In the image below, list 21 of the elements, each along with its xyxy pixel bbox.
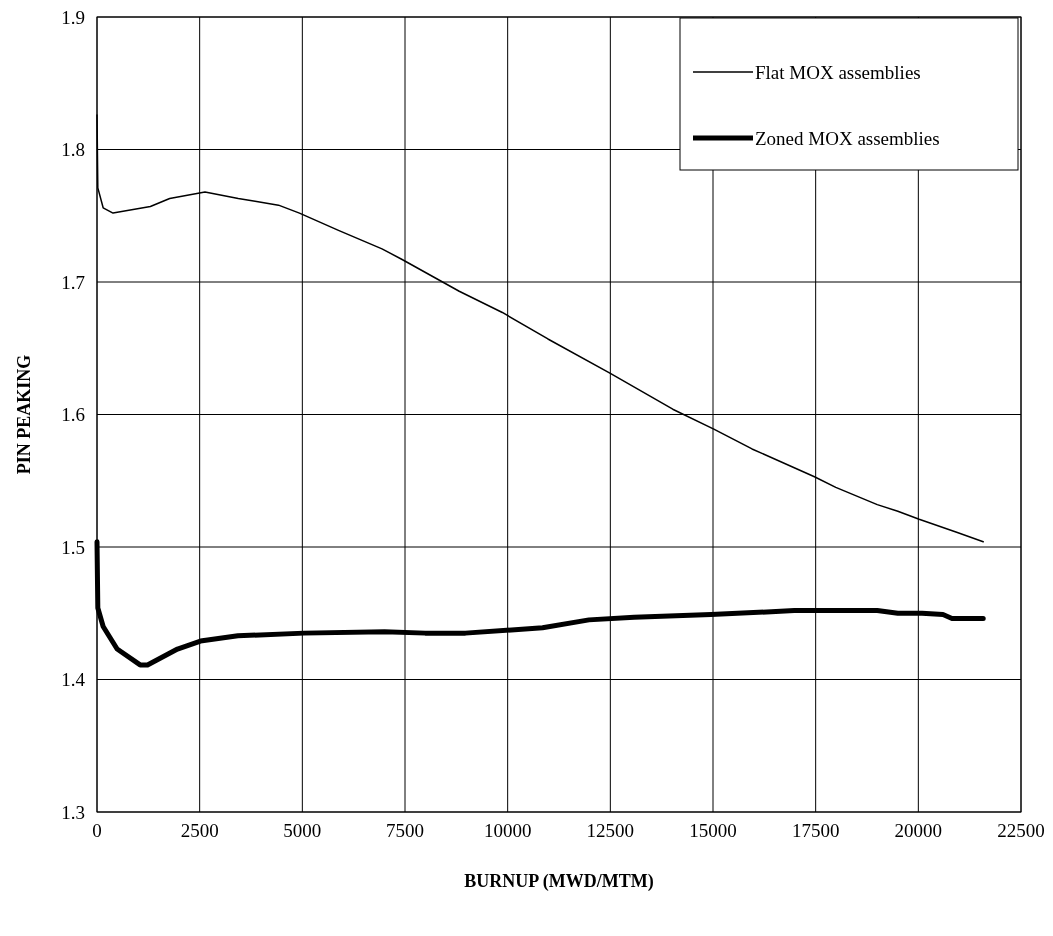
- x-tick-label: 2500: [180, 820, 219, 841]
- x-tick-label: 7500: [386, 820, 424, 841]
- x-tick-label: 17500: [791, 820, 840, 841]
- x-tick-label: 20000: [894, 820, 943, 841]
- y-tick-label: 1.6: [61, 404, 85, 425]
- x-tick-label: 15000: [689, 820, 737, 841]
- y-tick-label: 1.7: [61, 271, 85, 293]
- x-tick-label: 10000: [483, 820, 532, 841]
- legend-label: Flat MOX assemblies: [755, 61, 921, 83]
- x-tick-label: 0: [92, 820, 102, 841]
- y-tick-label: 1.4: [61, 669, 86, 690]
- x-axis-title: BURNUP (MWD/MTM): [464, 871, 654, 892]
- y-axis-title: PIN PEAKING: [14, 354, 34, 475]
- x-tick-label: 5000: [283, 820, 322, 841]
- y-tick-label: 1.9: [61, 6, 85, 28]
- y-tick-label: 1.3: [61, 801, 85, 823]
- x-tick-label: 22500: [997, 820, 1045, 841]
- x-tick-label: 12500: [586, 820, 635, 841]
- legend-label: Zoned MOX assemblies: [755, 127, 940, 149]
- y-tick-label: 1.5: [61, 536, 85, 558]
- y-tick-label: 1.8: [61, 139, 85, 160]
